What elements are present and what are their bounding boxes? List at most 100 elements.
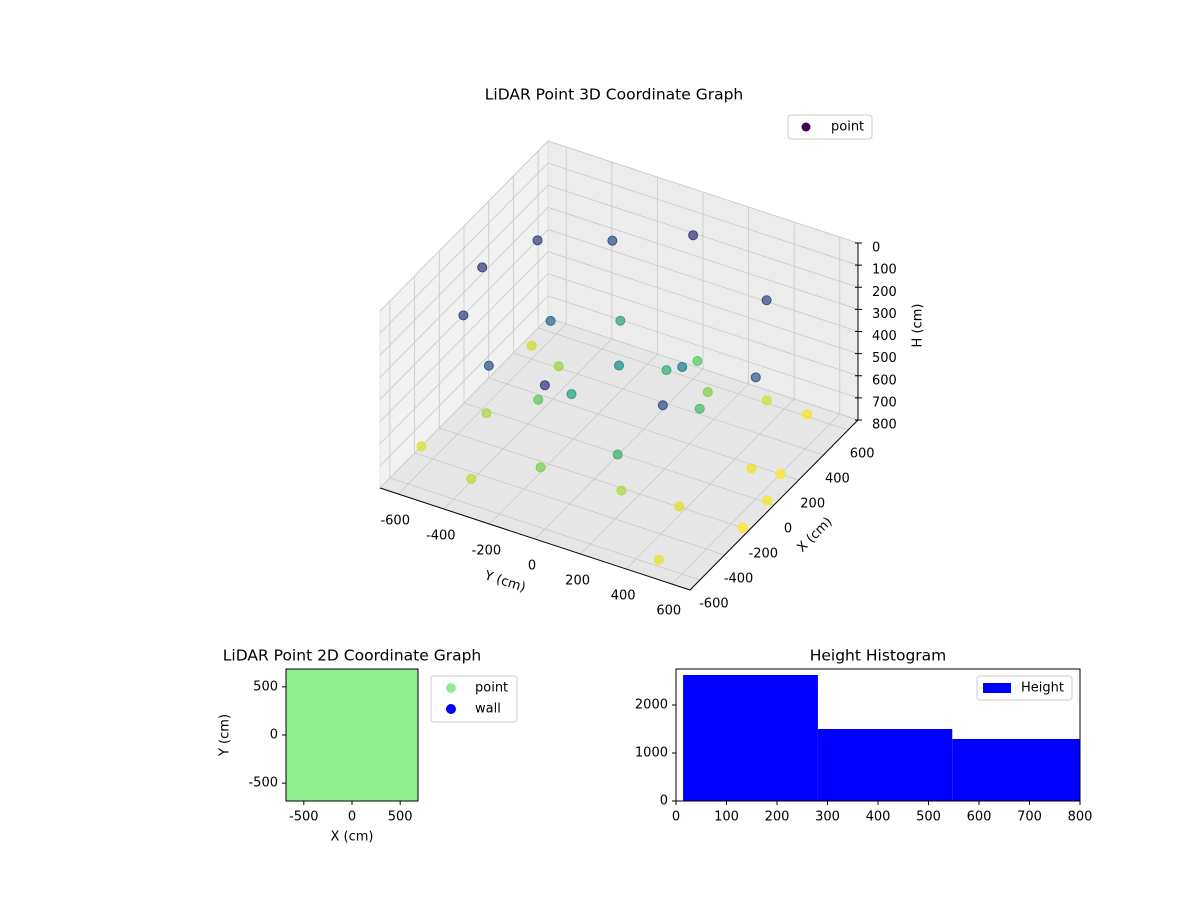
point: [539, 380, 550, 391]
y-tick-label: 500: [253, 679, 278, 694]
y-tick-label: -200: [472, 544, 502, 559]
grid-line: [625, 398, 795, 570]
point: [483, 360, 494, 371]
point: [477, 262, 488, 273]
grid-line: [547, 184, 859, 288]
y-axis-label: Y (cm): [218, 714, 233, 757]
point: [775, 469, 786, 479]
grid-line: [379, 251, 549, 422]
point: [737, 522, 748, 533]
point: [399, 669, 418, 688]
plot-area: [683, 675, 1080, 801]
x-tick-label: 700: [1017, 810, 1042, 825]
grid-line: [671, 413, 841, 585]
grid-line: [379, 162, 549, 334]
legend-marker: [446, 704, 456, 714]
point: [762, 495, 773, 506]
legend-marker: [446, 683, 456, 693]
point: [466, 473, 477, 484]
y-tick-label: -400: [426, 529, 456, 544]
x-tick-label: 600: [967, 810, 992, 825]
legend-label: point: [831, 120, 864, 135]
point: [458, 310, 469, 321]
chart-title: LiDAR Point 2D Coordinate Graph: [223, 647, 481, 665]
x-tick-label: -500: [289, 810, 319, 825]
z-tick-label: 200: [872, 285, 897, 300]
legend-box: [787, 114, 873, 140]
point: [761, 395, 772, 406]
point: [750, 372, 761, 383]
grid-line: [547, 140, 859, 244]
grid-line: [379, 140, 549, 312]
x-tick-label: 300: [815, 810, 840, 825]
grid-line: [379, 207, 549, 378]
y-tick-label: 600: [656, 604, 681, 619]
x-tick-label: 400: [866, 810, 891, 825]
point: [802, 409, 813, 420]
legend-label: wall: [475, 702, 501, 717]
grid-line: [547, 251, 859, 355]
y-tick-label: 1000: [635, 746, 668, 761]
y-tick-label: -600: [380, 514, 410, 529]
point: [661, 365, 672, 376]
point: [533, 394, 544, 405]
chart-title: Height Histogram: [810, 647, 947, 665]
axis-line: [689, 419, 859, 591]
x-tick-label: -400: [724, 572, 754, 587]
z-tick-label: 0: [872, 241, 880, 256]
point: [416, 441, 427, 452]
x-tick-label: 200: [765, 810, 790, 825]
grid-line: [547, 295, 859, 399]
legend-box: [976, 675, 1073, 701]
point: [532, 235, 543, 246]
point: [616, 485, 627, 496]
grid-line: [379, 184, 549, 356]
x-axis-label: X (cm): [331, 830, 374, 845]
grid-line: [379, 295, 549, 467]
grid-line: [547, 206, 859, 310]
legend-marker: [801, 122, 811, 132]
point: [688, 230, 699, 241]
x-tick-label: 500: [916, 810, 941, 825]
x-tick-label: 600: [850, 447, 875, 462]
bar: [817, 729, 953, 801]
point: [566, 389, 577, 400]
grid-line: [489, 353, 658, 525]
grid-line: [580, 383, 749, 555]
grid-line: [397, 323, 567, 495]
point: [526, 340, 537, 351]
y-tick-label: 2000: [635, 698, 668, 713]
plot-area: [416, 230, 813, 565]
grid-line: [379, 273, 549, 445]
y-tick-label: 0: [660, 794, 668, 809]
point: [653, 554, 664, 565]
z-tick-label: 400: [872, 329, 897, 344]
y-tick-label: 0: [528, 559, 536, 574]
grid-line: [547, 317, 859, 421]
x-axis-label: X (cm): [794, 514, 835, 555]
chart-title: LiDAR Point 3D Coordinate Graph: [485, 86, 743, 104]
bar: [683, 675, 818, 801]
point: [674, 501, 685, 512]
x-tick-label: 200: [800, 497, 825, 512]
point: [545, 315, 556, 326]
x-tick-label: 400: [825, 472, 850, 487]
z-tick-label: 500: [872, 351, 897, 366]
x-tick-label: 0: [784, 522, 792, 537]
grid-line: [547, 273, 859, 377]
point: [615, 315, 626, 326]
point: [702, 387, 713, 398]
axis-line: [379, 487, 691, 591]
z-tick-label: 700: [872, 395, 897, 410]
point: [694, 403, 705, 414]
point: [692, 356, 703, 366]
x-tick-label: -200: [749, 547, 779, 562]
point: [657, 400, 668, 411]
y-tick-label: -500: [248, 776, 278, 791]
grid-line: [379, 317, 549, 489]
point: [553, 361, 564, 372]
bar: [952, 738, 1080, 801]
z-tick-label: 300: [872, 307, 897, 322]
y-tick-label: 0: [270, 728, 278, 743]
